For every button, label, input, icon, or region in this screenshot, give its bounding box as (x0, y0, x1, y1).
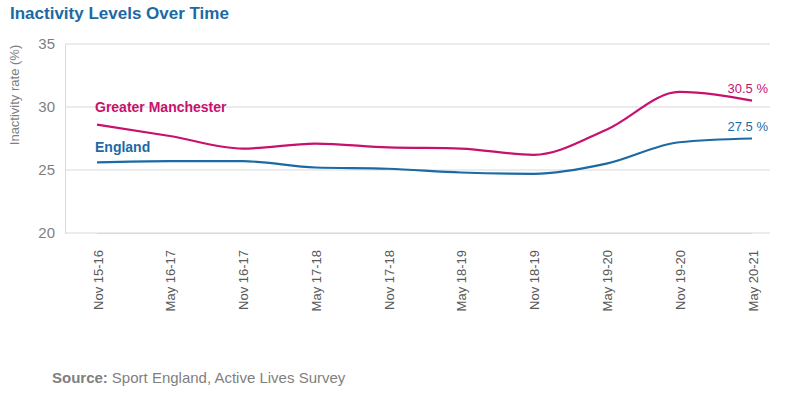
x-tick-label: May 18-19 (454, 250, 469, 311)
series-label: England (95, 139, 150, 155)
x-tick: Nov 19-20 (673, 233, 688, 310)
y-tick: 30 (38, 98, 65, 115)
x-tick: May 16-17 (163, 233, 178, 311)
x-tick-label: Nov 18-19 (527, 250, 542, 310)
x-tick: Nov 18-19 (527, 233, 542, 310)
y-axis-line (65, 45, 66, 234)
x-axis: Nov 15-16 May 16-17 Nov 16-17 May 17-18 Nov … (91, 233, 761, 311)
y-axis-title: Inactivity rate (%) (7, 45, 22, 145)
x-tick-label: Nov 16-17 (236, 250, 251, 310)
y-tick: 35 (38, 35, 65, 52)
y-axis: 20 25 30 35 (38, 35, 65, 241)
chart: Inactivity Levels Over Time Inactivity ra… (0, 0, 797, 393)
x-tick: May 19-20 (600, 233, 615, 311)
y-tick-label: 20 (38, 224, 55, 241)
series-line (97, 139, 752, 174)
x-axis-line (98, 233, 753, 234)
grid-line (65, 44, 770, 45)
x-tick-label: May 20-21 (746, 250, 761, 311)
y-tick-label: 35 (38, 35, 55, 52)
source: Source:Sport England, Active Lives Surve… (52, 369, 346, 386)
y-tick-label: 30 (38, 98, 55, 115)
y-tick: 20 (38, 224, 65, 241)
y-tick: 25 (38, 161, 65, 178)
x-tick-label: Nov 19-20 (673, 250, 688, 310)
x-tick: May 20-21 (746, 233, 761, 311)
title: Inactivity Levels Over Time (10, 4, 229, 23)
x-tick: May 17-18 (309, 233, 324, 311)
grid (65, 44, 770, 233)
x-tick-label: Nov 17-18 (382, 250, 397, 310)
source-label: Source: (52, 369, 108, 386)
source-text: Sport England, Active Lives Survey (112, 369, 346, 386)
x-tick-label: May 19-20 (600, 250, 615, 311)
x-tick: May 18-19 (454, 233, 469, 311)
data-label: 27.5 % (728, 119, 769, 134)
y-tick-label: 25 (38, 161, 55, 178)
x-tick: Nov 16-17 (236, 233, 251, 310)
x-tick: Nov 15-16 (91, 233, 106, 310)
series-label: Greater Manchester (95, 99, 227, 115)
x-tick-label: May 17-18 (309, 250, 324, 311)
x-tick-label: May 16-17 (163, 250, 178, 311)
x-tick-label: Nov 15-16 (91, 250, 106, 310)
x-tick: Nov 17-18 (382, 233, 397, 310)
data-label: 30.5 % (728, 81, 769, 96)
grid-line (65, 233, 770, 234)
